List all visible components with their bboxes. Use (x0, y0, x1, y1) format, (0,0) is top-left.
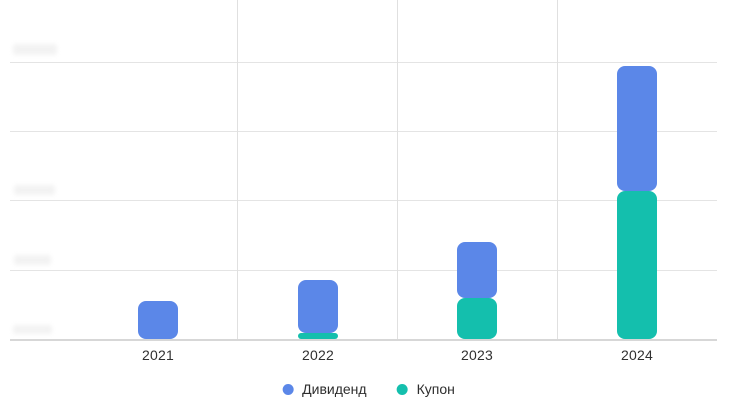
bar-2023-segment-dividend[interactable] (457, 242, 497, 298)
x-tick-label-2021: 2021 (142, 347, 174, 363)
horizontal-gridline (10, 270, 717, 271)
legend-label-dividend: Дивиденд (302, 381, 367, 397)
y-tick-label-redacted (13, 325, 52, 334)
bar-2021[interactable] (138, 301, 178, 339)
bar-2022-segment-coupon[interactable] (298, 333, 338, 339)
legend-item-coupon[interactable]: Купон (396, 381, 455, 397)
y-tick-label-redacted (13, 44, 57, 55)
bar-2023[interactable] (457, 242, 497, 339)
x-tick-label-2024: 2024 (621, 347, 653, 363)
dividend-series-dot-icon (282, 383, 294, 395)
vertical-gridline (237, 0, 238, 339)
bar-2021-segment-dividend[interactable] (138, 301, 178, 339)
legend-item-dividend[interactable]: Дивиденд (282, 381, 367, 397)
horizontal-gridline (10, 62, 717, 63)
vertical-gridline (397, 0, 398, 339)
legend-label-coupon: Купон (416, 381, 455, 397)
bar-2024-segment-dividend[interactable] (617, 66, 657, 191)
legend: Дивиденд Купон (282, 381, 455, 397)
bar-2024[interactable] (617, 66, 657, 339)
bar-2022[interactable] (298, 280, 338, 339)
x-tick-label-2022: 2022 (302, 347, 334, 363)
x-axis-line (10, 339, 717, 341)
vertical-gridline (557, 0, 558, 339)
y-tick-label-redacted (14, 185, 55, 195)
y-tick-label-redacted (14, 255, 51, 265)
horizontal-gridline (10, 131, 717, 132)
bar-2022-segment-dividend[interactable] (298, 280, 338, 333)
bar-2024-segment-coupon[interactable] (617, 191, 657, 339)
coupon-series-dot-icon (396, 383, 408, 395)
horizontal-gridline (10, 200, 717, 201)
bar-2023-segment-coupon[interactable] (457, 298, 497, 339)
x-tick-label-2023: 2023 (461, 347, 493, 363)
